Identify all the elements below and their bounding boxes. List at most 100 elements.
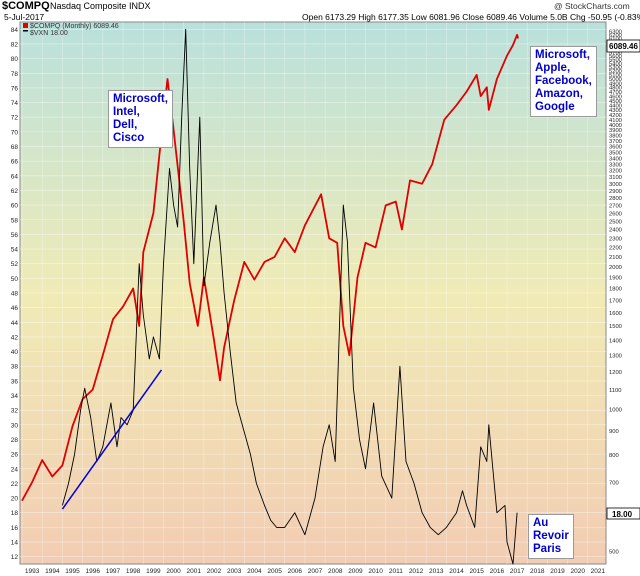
right-axis-tick-label: 2600	[609, 211, 622, 217]
annotation-left-line: Dell,	[113, 119, 138, 131]
right-axis-tick-label: 6300	[609, 30, 622, 36]
right-axis-tick-label: 1300	[609, 353, 622, 359]
vxn-badge: 18.00	[606, 507, 640, 520]
legend-vxn-label: $VXN 18.00	[30, 30, 68, 37]
right-axis-tick-label: 5400	[609, 61, 622, 67]
x-axis-tick-label: 2013	[429, 568, 444, 575]
x-axis-tick-label: 2017	[510, 568, 525, 575]
left-axis-tick-label: 14	[11, 540, 19, 547]
right-axis-tick-label: 4600	[609, 94, 622, 100]
annotation-bottom-line: Au	[533, 517, 549, 529]
annotation-left-line: Intel,	[113, 106, 140, 118]
right-axis-tick-label: 5300	[609, 65, 622, 71]
left-axis-tick-label: 26	[11, 452, 19, 459]
x-axis-tick-label: 2004	[247, 568, 262, 575]
right-axis-tick-label: 3900	[609, 128, 622, 134]
left-axis-tick-label: 36	[11, 378, 19, 385]
legend-swatch-vxn	[23, 30, 28, 32]
x-axis-ticks: 1993 1994 1995 1996 1997 1998 1999 2000 2001 2002…	[25, 568, 606, 575]
right-axis-tick-label: 4100	[609, 118, 622, 124]
stockcharts-watermark: @ StockCharts.com	[554, 1, 630, 11]
right-axis-tick-label: 2300	[609, 236, 622, 242]
right-axis-tick-label: 1900	[609, 276, 622, 282]
left-axis-tick-label: 38	[11, 364, 19, 371]
right-axis-tick-label: 4400	[609, 103, 622, 109]
right-axis-tick-label: 4500	[609, 99, 622, 105]
left-axis-tick-label: 72	[11, 115, 19, 122]
right-axis-tick-label: 3400	[609, 156, 622, 162]
trendline	[61, 369, 163, 510]
left-axis-tick-label: 18	[11, 510, 19, 517]
right-axis-tick-label: 4800	[609, 86, 622, 92]
chart-symbol: $COMPQ	[2, 0, 50, 12]
price-badge: 6089.46	[606, 39, 640, 53]
left-axis-tick-label: 68	[11, 144, 19, 151]
price-badge-box	[606, 39, 640, 53]
right-axis-tick-label: 4000	[609, 123, 622, 129]
right-axis-ticks: 5006007008009001000110012001300140015001…	[609, 30, 622, 556]
left-axis-tick-label: 46	[11, 305, 19, 312]
right-axis-tick-label: 800	[609, 453, 619, 459]
left-axis-tick-label: 20	[11, 496, 19, 503]
left-axis-tick-label: 28	[11, 437, 19, 444]
right-axis-tick-label: 5500	[609, 58, 622, 64]
left-axis-tick-label: 50	[11, 276, 19, 283]
annotation-right-line: Microsoft,	[535, 49, 590, 61]
series-layer	[21, 28, 519, 565]
annotation-right-line: Facebook,	[535, 75, 592, 87]
right-axis-tick-label: 1500	[609, 324, 622, 330]
price-badge-label: 6089.46	[609, 42, 638, 51]
right-axis-tick-label: 2400	[609, 228, 622, 234]
left-axis-tick-label: 70	[11, 129, 19, 136]
right-axis-tick-label: 3800	[609, 133, 622, 139]
x-axis-tick-label: 2009	[348, 568, 363, 575]
left-axis-tick-label: 84	[11, 27, 19, 34]
x-axis-tick-label: 2020	[570, 568, 585, 575]
x-axis-tick-label: 1993	[25, 568, 40, 575]
left-axis-tick-label: 42	[11, 334, 19, 341]
x-axis-tick-label: 2000	[166, 568, 181, 575]
annotation-left-line: Cisco	[113, 132, 145, 144]
right-axis-tick-label: 5000	[609, 77, 622, 83]
x-axis-tick-label: 2018	[530, 568, 545, 575]
x-axis-tick-label: 2007	[308, 568, 323, 575]
left-axis-tick-label: 60	[11, 203, 19, 210]
left-axis-tick-label: 80	[11, 56, 19, 63]
right-axis-tick-label: 1600	[609, 311, 622, 317]
right-axis-tick-label: 1800	[609, 287, 622, 293]
chart-ohlc: Open 6173.29 High 6177.35 Low 6081.96 Cl…	[302, 12, 640, 22]
right-axis-tick-label: 500	[609, 550, 619, 556]
x-axis-tick-label: 2021	[591, 568, 606, 575]
left-axis-tick-label: 30	[11, 422, 19, 429]
left-axis-tick-label: 34	[11, 393, 19, 400]
x-axis-tick-label: 2012	[409, 568, 424, 575]
left-axis-tick-label: 48	[11, 291, 19, 298]
right-axis-tick-label: 3100	[609, 175, 622, 181]
right-axis-tick-label: 5200	[609, 69, 622, 75]
x-axis-tick-label: 2002	[207, 568, 222, 575]
left-axis-tick-label: 78	[11, 71, 19, 78]
annotation-left-line: Microsoft,	[113, 93, 168, 105]
right-axis-tick-label: 1700	[609, 298, 622, 304]
right-axis-tick-label: 5700	[609, 50, 622, 56]
right-axis-tick-label: 4900	[609, 81, 622, 87]
annotation-left: Microsoft, Intel, Dell, Cisco	[108, 90, 173, 148]
right-axis-tick-label: 1200	[609, 370, 622, 376]
left-axis-tick-label: 66	[11, 159, 19, 166]
annotation-bottom-line: Revoir	[533, 530, 569, 542]
right-axis-tick-label: 1100	[609, 388, 621, 394]
left-axis-tick-label: 54	[11, 247, 19, 254]
left-axis-tick-label: 58	[11, 217, 19, 224]
right-axis-tick-label: 2800	[609, 196, 622, 202]
right-axis-tick-label: 2900	[609, 189, 622, 195]
left-axis-tick-label: 44	[11, 320, 19, 327]
annotation-right: Microsoft, Apple, Facebook, Amazon, Goog…	[530, 46, 597, 117]
chart-date: 5-Jul-2017	[4, 12, 45, 22]
annotation-bottom-line: Paris	[533, 543, 562, 555]
grid-lines	[20, 22, 606, 564]
right-axis-tick-label: 700	[609, 480, 619, 486]
x-axis-tick-label: 2011	[389, 568, 403, 575]
left-axis-tick-label: 56	[11, 232, 19, 239]
vxn-badge-box	[606, 507, 640, 520]
x-axis-tick-label: 2016	[490, 568, 505, 575]
